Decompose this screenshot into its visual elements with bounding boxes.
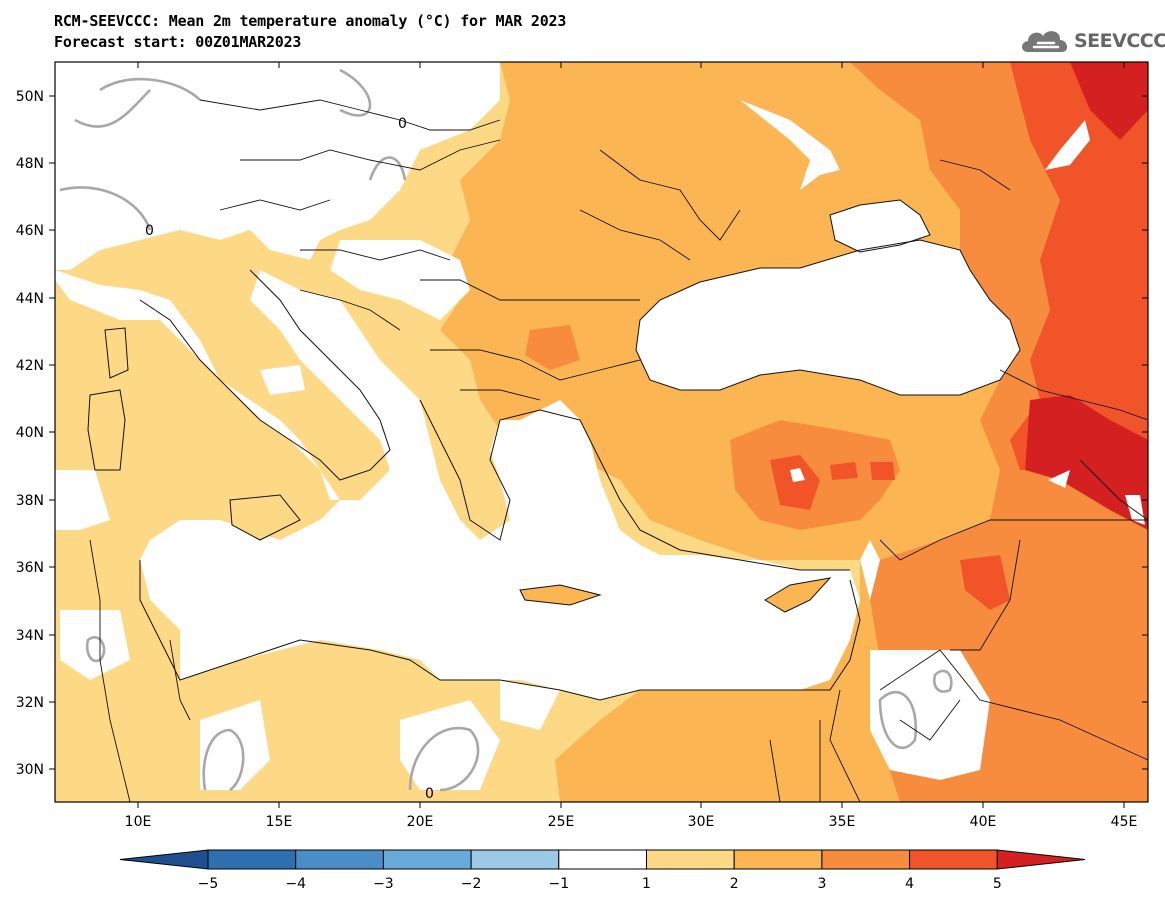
coastlines: [87, 199, 1021, 701]
colorbar-label: 5: [993, 876, 1002, 892]
latitude-axis: 50N 48N 46N 44N 42N 40N 38N 36N 34N 32N …: [16, 89, 1148, 778]
colorbar-label: 1: [642, 876, 651, 892]
lat-label: 40N: [16, 425, 44, 441]
colorbar-arrow-right: [996, 849, 1086, 870]
lon-label: 25E: [548, 814, 575, 830]
lat-label: 34N: [16, 628, 44, 644]
colorbar: −5 −4 −3 −2 −1 1 2 3 4 5: [119, 849, 1086, 892]
lat-label: 32N: [16, 695, 44, 711]
seevccc-logo: SEEVCCC: [1018, 22, 1165, 58]
colorbar-segment: [909, 849, 998, 870]
colorbar-label: −3: [373, 876, 394, 892]
lon-label: 40E: [970, 814, 997, 830]
anomaly-field: 0 0 0: [55, 62, 1148, 802]
lon-label: 35E: [829, 814, 856, 830]
colorbar-segment: [821, 849, 911, 870]
lat-label: 50N: [16, 89, 44, 105]
lon-label: 45E: [1111, 814, 1138, 830]
colorbar-label: −4: [285, 876, 306, 892]
contour-label: 0: [398, 116, 407, 132]
contour-label: 0: [425, 786, 434, 802]
lat-label: 44N: [16, 291, 44, 307]
lat-label: 30N: [16, 762, 44, 778]
colorbar-label: −1: [548, 876, 569, 892]
colorbar-label: −2: [461, 876, 482, 892]
country-borders: [89, 99, 1148, 802]
lon-label: 20E: [407, 814, 434, 830]
lat-label: 48N: [16, 156, 44, 172]
longitude-axis: 10E 15E 20E 25E 30E 35E 40E 45E: [125, 62, 1138, 830]
contour-label: 0: [145, 223, 154, 239]
lon-label: 10E: [125, 814, 152, 830]
colorbar-segment: [207, 849, 297, 870]
lon-label: 15E: [266, 814, 293, 830]
colorbar-segment: [646, 849, 735, 870]
lat-label: 38N: [16, 493, 44, 509]
colorbar-segment: [382, 849, 472, 870]
colorbar-segment: [733, 849, 823, 870]
lat-label: 42N: [16, 358, 44, 374]
colorbar-segment: [558, 849, 647, 870]
colorbar-label: 4: [905, 876, 914, 892]
lat-label: 36N: [16, 560, 44, 576]
lat-label: 46N: [16, 223, 44, 239]
lon-label: 30E: [688, 814, 715, 830]
map-title: RCM-SEEVCCC: Mean 2m temperature anomaly…: [54, 12, 567, 30]
cloud-icon: [1022, 31, 1068, 52]
colorbar-arrow-left: [119, 849, 209, 870]
colorbar-label: 3: [817, 876, 826, 892]
zero-contours: [59, 68, 953, 792]
colorbar-label: 2: [730, 876, 739, 892]
logo-text: SEEVCCC: [1074, 30, 1165, 52]
colorbar-segment: [470, 849, 560, 870]
colorbar-label: −5: [198, 876, 219, 892]
forecast-start-label: Forecast start: 00Z01MAR2023: [54, 33, 302, 51]
colorbar-segment: [295, 849, 384, 870]
